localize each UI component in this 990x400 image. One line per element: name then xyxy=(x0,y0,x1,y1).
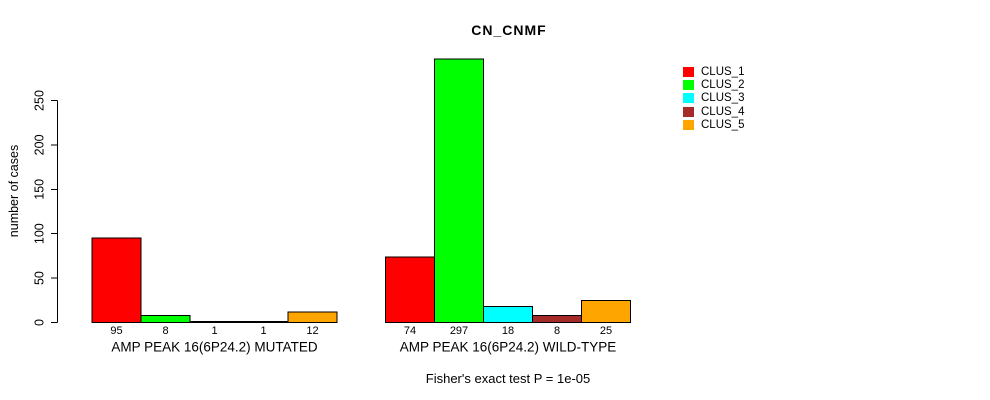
category-label-group1: AMP PEAK 16(6P24.2) MUTATED xyxy=(111,340,318,355)
legend-item-clus_1: CLUS_1 xyxy=(683,65,744,78)
legend-item-clus_5: CLUS_5 xyxy=(683,118,744,131)
bar-clus_3-group2 xyxy=(483,306,533,323)
bar-clus_1-group2 xyxy=(385,256,435,323)
y-axis-label: number of cases xyxy=(7,144,21,238)
y-axis-tick-label: 250 xyxy=(32,90,46,111)
bar-clus_5-group1 xyxy=(287,311,338,323)
bar-clus_5-group2 xyxy=(581,299,631,323)
y-axis-tick-label: 50 xyxy=(32,271,46,285)
bar-value-label: 8 xyxy=(554,325,560,337)
legend-swatch-clus_4 xyxy=(683,106,694,117)
bar-value-label: 1 xyxy=(260,325,266,337)
legend-item-clus_3: CLUS_3 xyxy=(683,92,744,105)
bar-value-label: 297 xyxy=(450,325,468,337)
category-label-group2: AMP PEAK 16(6P24.2) WILD-TYPE xyxy=(400,340,617,355)
bar-value-label: 12 xyxy=(306,325,318,337)
bar-value-label: 8 xyxy=(162,325,168,337)
bar-clus_2-group1 xyxy=(140,314,191,323)
legend-label-clus_4: CLUS_4 xyxy=(701,105,745,118)
bar-clus_2-group2 xyxy=(434,58,484,323)
legend-item-clus_4: CLUS_4 xyxy=(683,105,744,118)
legend-item-clus_2: CLUS_2 xyxy=(683,78,744,91)
legend-label-clus_1: CLUS_1 xyxy=(701,65,745,78)
legend: CLUS_1 CLUS_2 CLUS_3 CLUS_4 CLUS_5 xyxy=(683,65,744,131)
bar-value-label: 95 xyxy=(110,325,122,337)
bar-value-label: 74 xyxy=(404,325,416,337)
bar-clus_4-group2 xyxy=(532,314,582,323)
legend-swatch-clus_1 xyxy=(683,66,694,77)
y-axis-tick-label: 200 xyxy=(32,134,46,155)
legend-label-clus_5: CLUS_5 xyxy=(701,118,745,131)
y-axis-tick-label: 0 xyxy=(32,319,46,326)
legend-swatch-clus_5 xyxy=(683,119,694,130)
fisher-test-footnote: Fisher's exact test P = 1e-05 xyxy=(425,371,591,386)
legend-label-clus_3: CLUS_3 xyxy=(701,92,745,105)
y-axis-tick-label: 100 xyxy=(32,223,46,244)
bar-clus_1-group1 xyxy=(91,237,142,323)
y-axis-tick-label: 150 xyxy=(32,179,46,200)
legend-swatch-clus_2 xyxy=(683,79,694,90)
legend-label-clus_2: CLUS_2 xyxy=(701,78,745,91)
bar-value-label: 18 xyxy=(502,325,514,337)
legend-swatch-clus_3 xyxy=(683,93,694,104)
bar-value-label: 1 xyxy=(211,325,217,337)
bar-clus_4-group1 xyxy=(238,321,289,323)
bar-clus_3-group1 xyxy=(189,321,240,323)
bar-value-label: 25 xyxy=(600,325,612,337)
chart-title: CN_CNMF xyxy=(471,22,547,38)
